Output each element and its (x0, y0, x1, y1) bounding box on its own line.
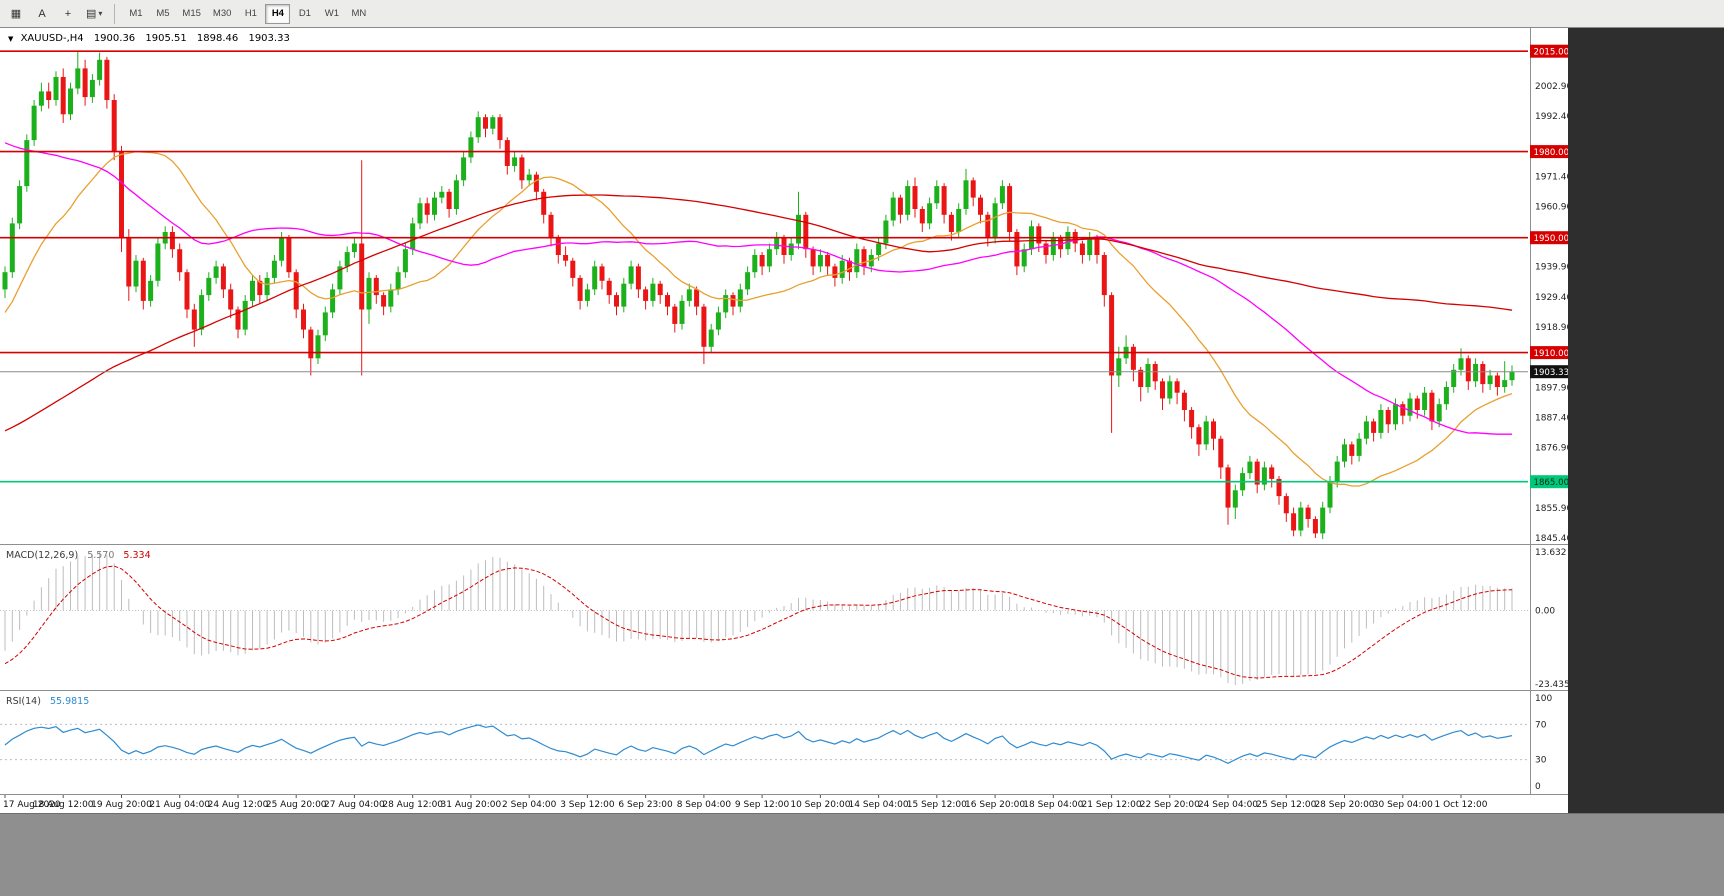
svg-text:10 Sep 20:00: 10 Sep 20:00 (790, 800, 850, 810)
symbol-label: XAUUSD-,H4 (21, 33, 84, 44)
svg-text:28 Sep 20:00: 28 Sep 20:00 (1314, 800, 1374, 810)
svg-text:24 Sep 04:00: 24 Sep 04:00 (1198, 800, 1258, 810)
svg-text:1855.90: 1855.90 (1535, 504, 1568, 514)
svg-text:21 Sep 12:00: 21 Sep 12:00 (1082, 800, 1142, 810)
svg-text:6 Sep 23:00: 6 Sep 23:00 (618, 800, 673, 810)
close-value: 1903.33 (248, 33, 289, 44)
svg-text:2015.00: 2015.00 (1534, 48, 1569, 58)
svg-text:25 Aug 20:00: 25 Aug 20:00 (266, 800, 327, 810)
svg-text:2002.90: 2002.90 (1535, 82, 1568, 92)
toolbar-separator (114, 3, 116, 24)
svg-text:1887.40: 1887.40 (1535, 413, 1568, 423)
chevron-down-icon: ▾ (98, 9, 103, 18)
timeframe-h1-button[interactable]: H1 (238, 4, 263, 24)
rsi-panel (0, 723, 1528, 764)
chart-window-button[interactable]: ▦ (4, 3, 28, 25)
svg-text:1910.00: 1910.00 (1534, 349, 1569, 359)
timeframe-d1-button[interactable]: D1 (292, 4, 317, 24)
chart-window: 2002.90 1992.40 1971.40 1960.90 1939.90 1929.… (0, 28, 1568, 813)
svg-text:17 Aug 2020: 17 Aug 2020 (3, 800, 61, 810)
timeframe-m30-button[interactable]: M30 (208, 4, 236, 24)
svg-text:28 Aug 12:00: 28 Aug 12:00 (382, 800, 443, 810)
macd-signal-value: 5.334 (123, 550, 150, 561)
svg-text:13.632: 13.632 (1535, 548, 1567, 558)
svg-text:18 Sep 04:00: 18 Sep 04:00 (1023, 800, 1083, 810)
svg-text:1897.90: 1897.90 (1535, 383, 1568, 393)
text-tool-button[interactable]: A (30, 3, 54, 25)
svg-text:19 Aug 20:00: 19 Aug 20:00 (91, 800, 152, 810)
desktop-background (1568, 28, 1724, 813)
symbol-ohlc-header: ▼ XAUUSD-,H4 1900.36 1905.51 1898.46 190… (8, 33, 290, 44)
svg-text:1960.90: 1960.90 (1535, 203, 1568, 213)
toolbar: ▦ A + ▤ ▾ M1 M5 M15 M30 H1 H4 D1 W1 MN (0, 0, 1724, 28)
svg-text:-23.435: -23.435 (1535, 680, 1568, 690)
rsi-value: 55.9815 (50, 696, 89, 707)
timeframe-m5-button[interactable]: M5 (150, 4, 175, 24)
svg-text:0: 0 (1535, 782, 1541, 792)
svg-text:1918.90: 1918.90 (1535, 323, 1568, 333)
panel-borders (0, 544, 1568, 795)
svg-text:22 Sep 20:00: 22 Sep 20:00 (1140, 800, 1200, 810)
timeframe-mn-button[interactable]: MN (346, 4, 371, 24)
svg-text:8 Sep 04:00: 8 Sep 04:00 (677, 800, 732, 810)
svg-text:1971.40: 1971.40 (1535, 172, 1568, 182)
timeframe-w1-button[interactable]: W1 (319, 4, 344, 24)
svg-text:16 Sep 20:00: 16 Sep 20:00 (965, 800, 1025, 810)
chart-type-icon: ▤ (86, 8, 97, 20)
crosshair-icon: + (64, 7, 72, 20)
candlestick-panel (0, 50, 1528, 540)
svg-text:1929.40: 1929.40 (1535, 293, 1568, 303)
svg-text:15 Sep 12:00: 15 Sep 12:00 (907, 800, 967, 810)
svg-text:1876.90: 1876.90 (1535, 444, 1568, 454)
open-value: 1900.36 (94, 33, 135, 44)
price-axis[interactable]: 2002.90 1992.40 1971.40 1960.90 1939.90 1929.… (1530, 28, 1568, 794)
collapse-triangle-icon: ▼ (8, 35, 14, 43)
svg-text:70: 70 (1535, 720, 1547, 730)
price-chart[interactable]: 2002.90 1992.40 1971.40 1960.90 1939.90 1929.… (0, 28, 1568, 813)
svg-text:100: 100 (1535, 694, 1552, 704)
rsi-indicator-label: RSI(14) 55.9815 (6, 696, 89, 707)
svg-text:1939.90: 1939.90 (1535, 263, 1568, 273)
svg-text:14 Sep 04:00: 14 Sep 04:00 (849, 800, 909, 810)
svg-text:21 Aug 04:00: 21 Aug 04:00 (149, 800, 210, 810)
timeframe-m15-button[interactable]: M15 (177, 4, 205, 24)
crosshair-button[interactable]: + (56, 3, 80, 25)
chart-grid-icon: ▦ (10, 8, 22, 20)
svg-text:1992.40: 1992.40 (1535, 112, 1568, 122)
low-value: 1898.46 (197, 33, 238, 44)
macd-panel (0, 552, 1528, 685)
chart-type-button[interactable]: ▤ ▾ (82, 3, 106, 25)
high-value: 1905.51 (145, 33, 186, 44)
svg-text:1 Oct 12:00: 1 Oct 12:00 (1435, 800, 1488, 810)
text-tool-icon: A (38, 7, 46, 20)
status-bar (0, 813, 1724, 896)
svg-text:9 Sep 12:00: 9 Sep 12:00 (735, 800, 790, 810)
svg-text:18 Aug 12:00: 18 Aug 12:00 (33, 800, 94, 810)
svg-text:3 Sep 12:00: 3 Sep 12:00 (560, 800, 615, 810)
svg-text:25 Sep 12:00: 25 Sep 12:00 (1256, 800, 1316, 810)
timeframe-m1-button[interactable]: M1 (123, 4, 148, 24)
svg-text:24 Aug 12:00: 24 Aug 12:00 (208, 800, 269, 810)
svg-text:1865.00: 1865.00 (1534, 478, 1569, 488)
svg-text:1845.40: 1845.40 (1535, 534, 1568, 544)
svg-text:1950.00: 1950.00 (1534, 234, 1569, 244)
svg-text:27 Aug 04:00: 27 Aug 04:00 (324, 800, 385, 810)
svg-text:30 Sep 04:00: 30 Sep 04:00 (1373, 800, 1433, 810)
macd-indicator-label: MACD(12,26,9) 5.570 5.334 (6, 550, 151, 561)
timeframe-h4-button[interactable]: H4 (265, 3, 291, 24)
macd-main-value: 5.570 (87, 550, 114, 561)
svg-text:1903.33: 1903.33 (1534, 368, 1569, 378)
svg-text:2 Sep 04:00: 2 Sep 04:00 (502, 800, 557, 810)
svg-text:0.00: 0.00 (1535, 607, 1555, 617)
svg-text:1980.00: 1980.00 (1534, 148, 1569, 158)
svg-text:30: 30 (1535, 756, 1547, 766)
svg-text:31 Aug 20:00: 31 Aug 20:00 (441, 800, 502, 810)
